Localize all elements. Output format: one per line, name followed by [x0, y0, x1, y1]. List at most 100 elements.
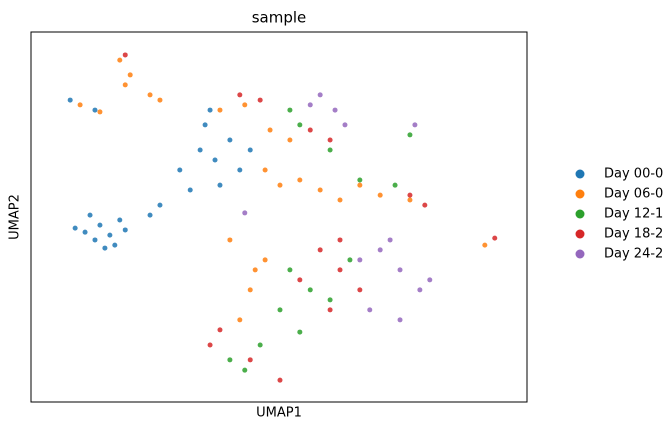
legend-marker [576, 210, 585, 219]
point [123, 227, 128, 232]
legend-marker [576, 230, 585, 239]
point [393, 183, 398, 188]
legend-label: Day 24-27 [604, 247, 664, 262]
point [78, 102, 83, 107]
point [68, 98, 73, 103]
point [227, 237, 232, 242]
point [217, 183, 222, 188]
point [123, 52, 128, 57]
point [242, 210, 247, 215]
legend-label: Day 06-09 [604, 187, 664, 202]
point [97, 223, 102, 228]
point [227, 357, 232, 362]
point [318, 187, 323, 192]
point [333, 108, 338, 113]
point [407, 132, 412, 137]
point [427, 277, 432, 282]
point [342, 122, 347, 127]
point [148, 92, 153, 97]
point [297, 178, 302, 183]
point [263, 257, 268, 262]
legend-label: Day 00-03 [604, 167, 664, 182]
point [73, 226, 78, 231]
point [102, 246, 107, 251]
point [318, 92, 323, 97]
point [148, 213, 153, 218]
point [287, 267, 292, 272]
legend: Day 00-03 Day 06-09 Day 12-15 Day 18-21 Day … [576, 167, 664, 262]
point [268, 128, 273, 133]
point [213, 158, 218, 163]
point [237, 92, 242, 97]
point [347, 257, 352, 262]
point [388, 237, 393, 242]
point [253, 267, 258, 272]
point [217, 108, 222, 113]
legend-marker [576, 190, 585, 199]
point [277, 183, 282, 188]
point [112, 243, 117, 248]
legend-label: Day 12-15 [604, 207, 664, 222]
point [258, 98, 263, 103]
legend-marker [576, 170, 585, 179]
point [417, 287, 422, 292]
point [123, 82, 128, 87]
point [237, 168, 242, 173]
point [92, 237, 97, 242]
point [117, 217, 122, 222]
point [248, 287, 253, 292]
point [208, 343, 213, 348]
point [407, 197, 412, 202]
point [277, 307, 282, 312]
point [242, 368, 247, 373]
y-axis-label: UMAP2 [8, 194, 23, 240]
point [328, 297, 333, 302]
point [83, 230, 88, 235]
point [357, 178, 362, 183]
point [297, 277, 302, 282]
point [157, 203, 162, 208]
point [297, 330, 302, 335]
legend-label: Day 18-21 [604, 227, 664, 242]
point [318, 247, 323, 252]
point [107, 233, 112, 238]
point [398, 317, 403, 322]
point [248, 148, 253, 153]
legend-marker [576, 250, 585, 259]
point [357, 287, 362, 292]
point [263, 168, 268, 173]
plot-frame [31, 32, 527, 402]
point [248, 357, 253, 362]
point [308, 102, 313, 107]
point [338, 197, 343, 202]
point [188, 187, 193, 192]
point [97, 109, 102, 114]
point [338, 237, 343, 242]
point [308, 287, 313, 292]
point [277, 378, 282, 383]
point [422, 203, 427, 208]
plot-area [68, 52, 498, 382]
point [198, 148, 203, 153]
point [378, 247, 383, 252]
point [258, 343, 263, 348]
point [287, 138, 292, 143]
point [328, 138, 333, 143]
point [297, 122, 302, 127]
point [237, 317, 242, 322]
point [217, 327, 222, 332]
point [328, 148, 333, 153]
point [177, 168, 182, 173]
point [308, 128, 313, 133]
point [367, 307, 372, 312]
point [242, 102, 247, 107]
point [398, 267, 403, 272]
point [407, 193, 412, 198]
point [227, 138, 232, 143]
point [492, 236, 497, 241]
x-axis-label: UMAP1 [256, 406, 302, 421]
point [157, 98, 162, 103]
point [378, 193, 383, 198]
